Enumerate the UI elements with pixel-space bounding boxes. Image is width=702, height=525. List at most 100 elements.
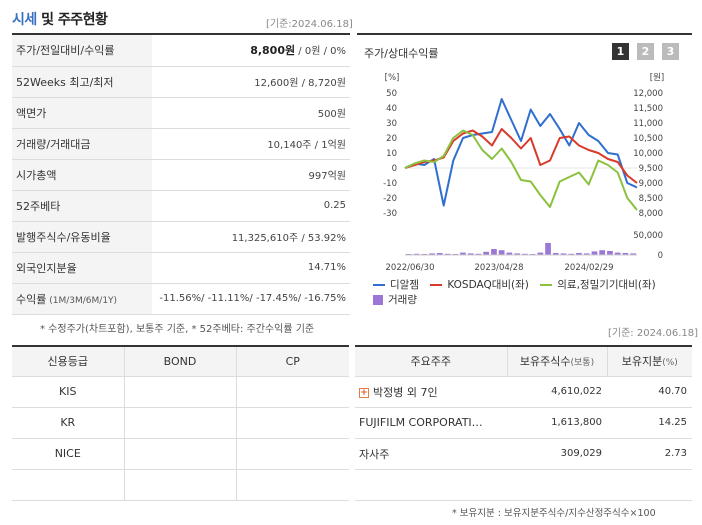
legend-item-volume: 거래량 [373,293,417,308]
table-row [12,469,349,501]
row-value: 14.71% [152,252,350,284]
volume-tick-label: 50,000 [633,231,663,241]
footnote-shareholding: * 보유지분 : 보유지분주식수/지수산정주식수×100 [452,508,656,519]
y-right-tick-label: 10,500 [633,134,663,144]
row-value: 0.25 [152,190,350,222]
agency: KR [12,407,124,439]
title-rest: 및 주주현황 [36,12,108,28]
row-value: 997억원 [152,159,350,191]
chart-tab-2[interactable]: 2 [637,43,654,60]
y-right-tick-label: 8,500 [639,194,663,204]
returns-periods: (1M/3M/6M/1Y) [46,295,118,306]
chart-tab-1[interactable]: 1 [612,43,629,60]
reference-date: [기준:2024.06.18] [266,19,353,30]
y-left-tick-label: 30 [386,119,397,129]
volume-bar [568,253,575,255]
table-row: 거래량/거래대금 10,140주 / 1억원 [12,128,350,160]
y-left-tick-label: 40 [386,104,397,114]
credit-rating-table: 신용등급 BOND CP KIS KR NICE [12,345,349,501]
volume-bar [614,252,621,255]
volume-bar [514,253,520,255]
table-row: KIS [12,376,349,408]
y-right-tick-label: 9,000 [639,179,663,189]
row-value: 12,600원 / 8,720원 [152,66,350,98]
legend-swatch [430,284,443,286]
volume-bar [444,253,451,255]
volume-bar [475,253,482,255]
footnote: * 수정주가(차트포함), 보통주 기준, * 52주베타: 주간수익률 기준 [40,324,315,335]
holder-shares: 309,029 [507,438,607,470]
table-row: 외국인지분율 14.71% [12,252,350,284]
holder-shares: 4,610,022 [507,376,607,408]
holder-name: + 박정병 외 7인 [355,376,507,408]
holder-pct: 2.73 [607,438,692,470]
returns-label: 수익률 [16,292,47,306]
volume-bar [591,251,598,255]
chart-tab-3[interactable]: 3 [662,43,679,60]
column-header: BOND [123,346,236,377]
bond-rating [123,438,236,470]
volume-bar [622,253,629,255]
reference-date-holders: [기준: 2024.06.18] [608,328,699,339]
divider [357,33,692,35]
price-return-chart: [%] [원] 50 40 30 20 10 0 -10 -20 -30 12,000 11,500 11… [383,73,664,273]
volume-bar [599,250,605,255]
table-row: 주가/전일대비/수익률 8,800원 / 0원 / 0% [12,35,350,67]
y-right-tick-label: 11,500 [633,104,663,114]
column-header-main: 보유지분 [621,355,663,369]
row-label: 외국인지분율 [12,252,152,284]
holder-shares [507,469,607,501]
table-row: KR [12,407,349,439]
y-left-tick-label: 50 [386,89,397,99]
row-value: 8,800원 / 0원 / 0% [152,35,350,67]
y-left-tick-label: -30 [383,209,397,219]
expand-plus-icon[interactable]: + [359,387,369,398]
row-label: 액면가 [12,97,152,129]
legend-swatch [373,295,383,305]
table-header-row: 주요주주 보유주식수(보통) 보유지분(%) [355,346,692,377]
x-tick-label: 2022/06/30 [386,263,435,273]
row-label: 52Weeks 최고/최저 [12,66,152,98]
holder-pct [607,469,692,501]
legend-item-medical: 의료,정밀기기대비(좌) [540,278,656,293]
bond-rating [123,376,236,408]
volume-bar [436,253,443,255]
cp-rating [235,407,349,439]
legend-label: KOSDAQ대비(좌) [447,279,529,291]
row-value: 500원 [152,97,350,129]
legend-label: 디알젬 [390,279,419,291]
table-row: FUJIFILM CORPORATI… 1,613,800 14.25 [355,407,692,439]
agency: KIS [12,376,124,408]
column-header: 주요주주 [355,346,507,377]
volume-bar [467,253,474,255]
volume-bar [560,253,567,255]
column-header-sub: (%) [662,358,678,369]
price-change: / 0원 / 0% [295,46,346,58]
volume-bar [413,253,420,255]
x-tick-label: 2024/02/29 [565,263,614,273]
holder-name-text: 박정병 외 7인 [373,385,438,399]
y-right-tick-label: 12,000 [633,89,663,99]
y-left-tick-label: 10 [386,149,397,159]
y-left-unit-label: [%] [385,73,400,83]
column-header: 보유지분(%) [606,346,692,377]
volume-bar [545,243,551,255]
volume-tick-label: 0 [658,251,663,261]
column-header: 보유주식수(보통) [506,346,607,377]
table-row: 액면가 500원 [12,97,350,129]
row-label: 발행주식수/유동비율 [12,221,152,253]
column-header-sub: (보통) [570,358,595,369]
row-label: 52주베타 [12,190,152,222]
holder-pct: 40.70 [607,376,692,408]
returns-value: -11.56%/ -11.11%/ -17.45%/ -16.75% [152,283,350,315]
major-shareholders-table: 주요주주 보유주식수(보통) 보유지분(%) + 박정병 외 7인 4,610,0… [355,345,692,501]
chart-legend: 디알젬 KOSDAQ대비(좌) 의료,정밀기기대비(좌) 거래량 [373,278,693,308]
column-header-main: 보유주식수 [519,355,571,369]
y-left-tick-label: 0 [392,164,397,174]
row-label: 거래량/거래대금 [12,128,152,160]
row-label: 수익률 (1M/3M/6M/1Y) [12,283,152,315]
series-line [404,128,638,184]
series-line [404,98,638,207]
table-row: 수익률 (1M/3M/6M/1Y) -11.56%/ -11.11%/ -17.… [12,283,350,315]
table-row: 52Weeks 최고/최저 12,600원 / 8,720원 [12,66,350,98]
